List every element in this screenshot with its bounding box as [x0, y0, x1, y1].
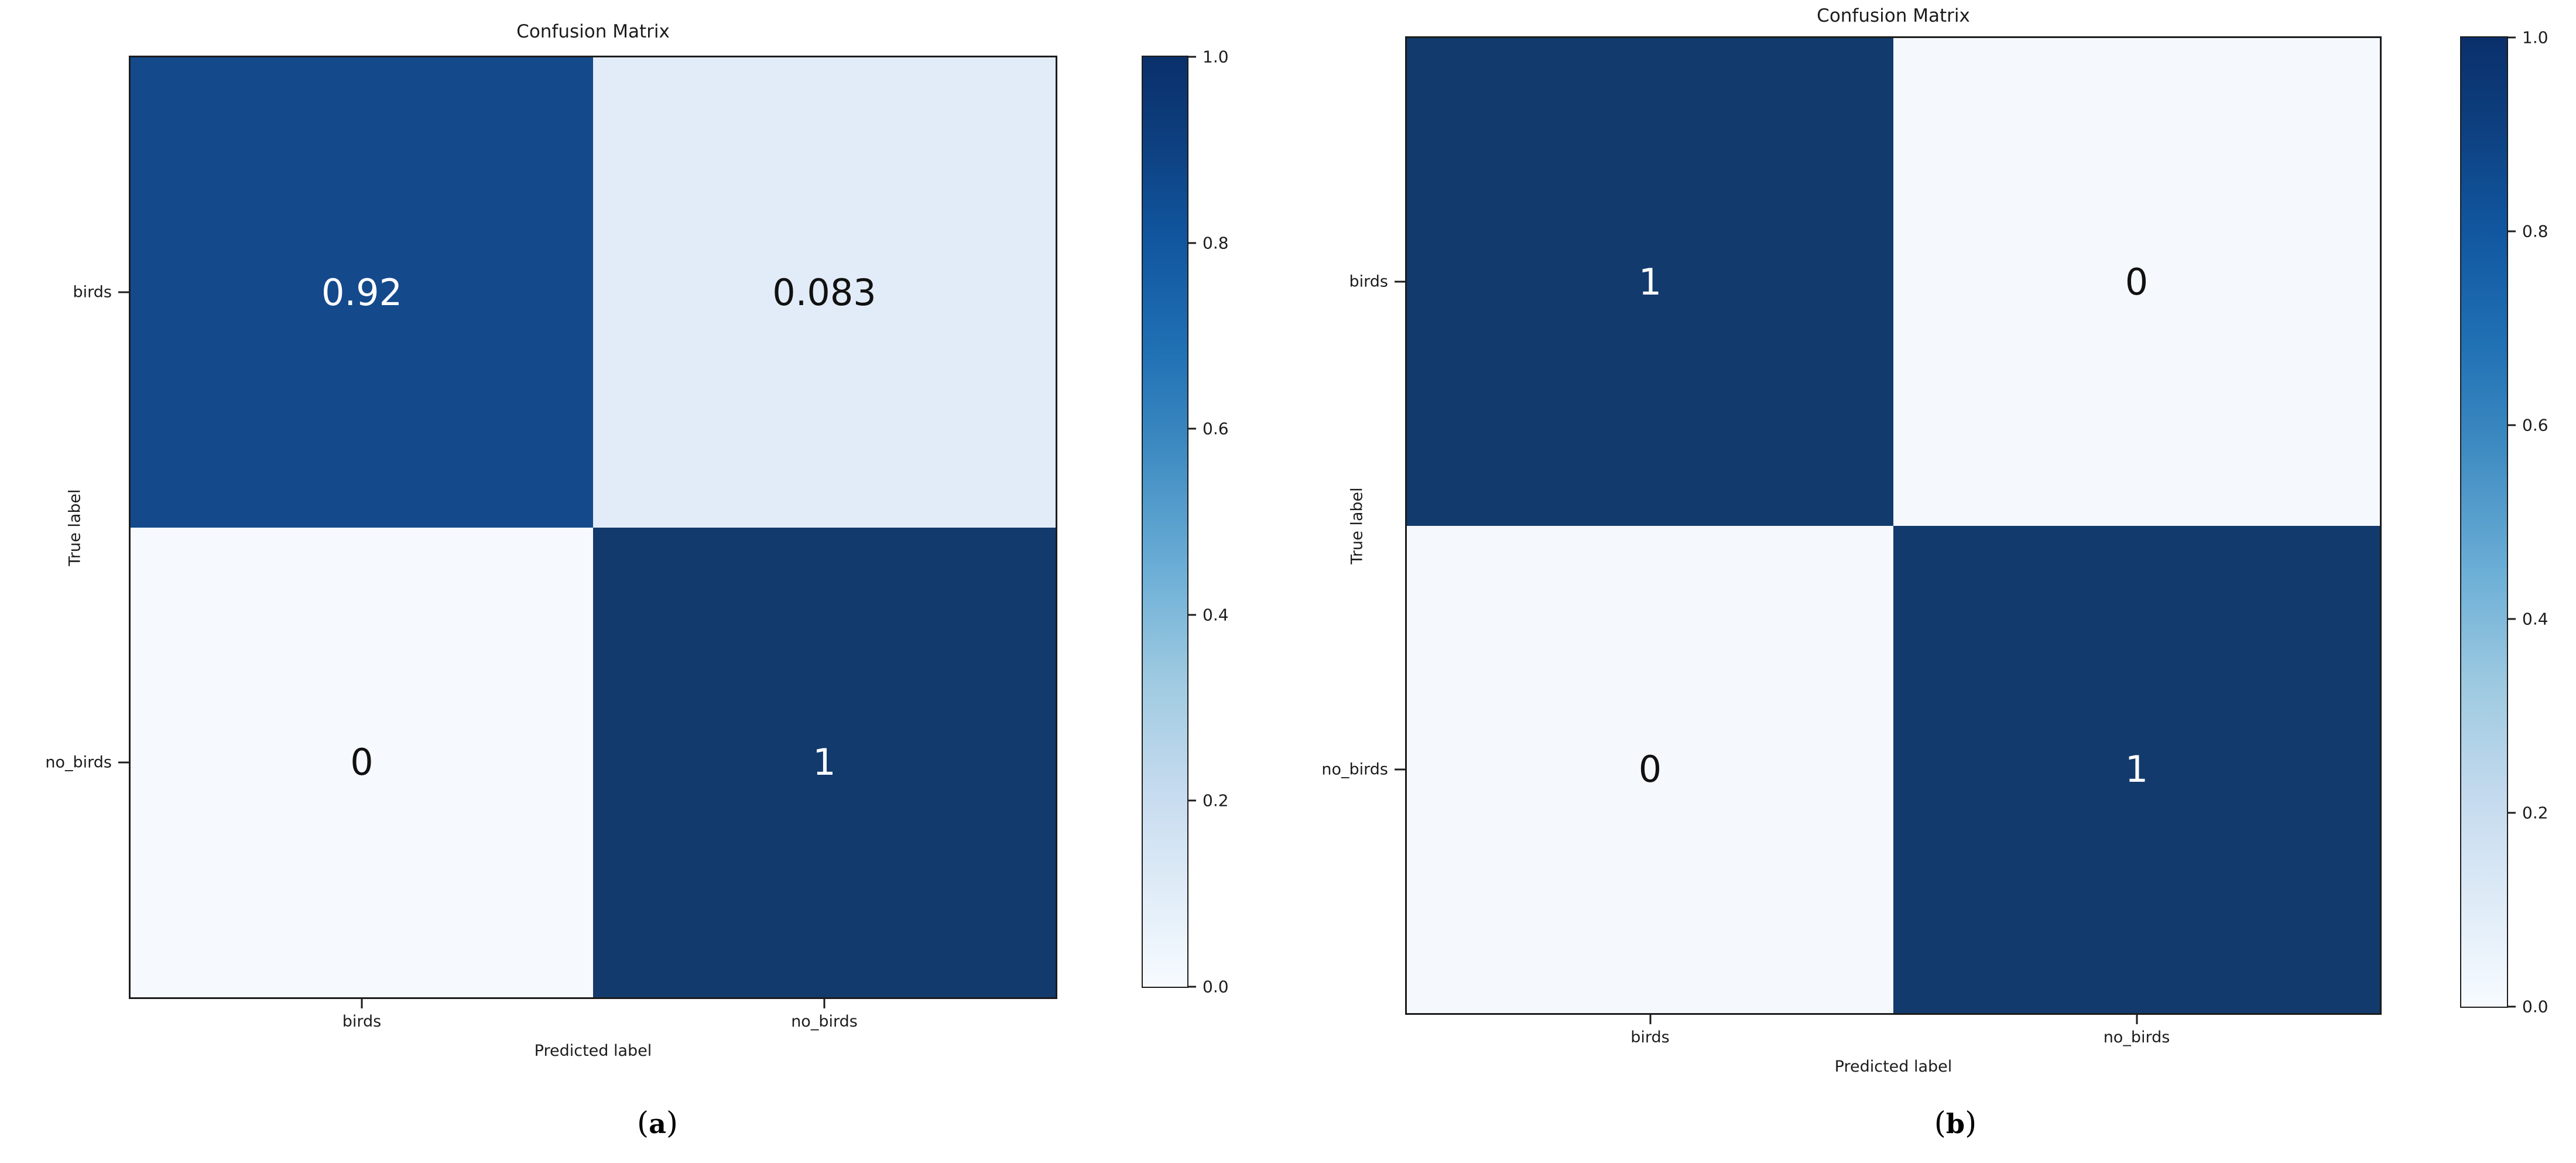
x-tick-label-nobirds: no_birds	[2103, 1028, 2170, 1046]
colorbar-tick-label: 0.0	[2522, 997, 2548, 1017]
colorbar-tick-mark	[2507, 618, 2516, 620]
caption-open: (	[636, 1106, 649, 1141]
confusion-matrix-b: Confusion Matrix 1 0 0 1 birds no_birds …	[1321, 5, 2382, 1076]
x-tick-mark	[1649, 1015, 1651, 1024]
colorbar-tick-mark	[1187, 614, 1196, 616]
y-axis-label: True label	[1348, 487, 1366, 565]
x-tick-mark	[823, 999, 825, 1008]
matrix-cell-a-nobirds-nobirds: 1	[593, 527, 1056, 997]
matrix-cell-a-nobirds-birds: 0	[131, 527, 593, 997]
colorbar-tick-label: 0.4	[2522, 609, 2548, 629]
colorbar-tick-mark	[2507, 812, 2516, 814]
matrix-cell-a-birds-nobirds: 0.083	[593, 57, 1056, 528]
colorbar-tick-label: 0.0	[1203, 977, 1229, 997]
y-tick-mark	[118, 291, 129, 293]
colorbar-tick-label: 0.6	[2522, 415, 2548, 435]
y-axis-label: True label	[66, 488, 84, 566]
colorbar-tick-mark	[2507, 1005, 2516, 1008]
caption-letter: a	[649, 1108, 666, 1140]
x-axis-label: Predicted label	[1834, 1058, 1952, 1076]
x-tick-label-birds: birds	[342, 1013, 382, 1031]
chart-title-a: Confusion Matrix	[516, 21, 670, 42]
colorbar-b: 1.0 0.8 0.6 0.4 0.2 0.0	[2460, 28, 2548, 1017]
colorbar-tick-label: 0.2	[2522, 803, 2548, 823]
confusion-matrix-a: Confusion Matrix 0.92 0.083 0 1 birds no…	[45, 21, 1057, 1060]
x-tick-mark	[361, 999, 363, 1008]
y-tick-label-birds: birds	[73, 283, 112, 302]
colorbar-tick-label: 0.8	[2522, 221, 2548, 241]
colorbar-tick-label: 1.0	[2522, 28, 2548, 47]
matrix-cell-b-nobirds-nobirds: 1	[1893, 525, 2380, 1013]
colorbar-tick-label: 0.4	[1203, 605, 1229, 625]
colorbar-tick-mark	[1187, 427, 1196, 430]
colorbar-tick-mark	[1187, 986, 1196, 988]
colorbar-tick-mark	[1187, 799, 1196, 802]
y-tick-label-birds: birds	[1349, 272, 1388, 291]
colorbar-a: 1.0 0.8 0.6 0.4 0.2 0.0	[1142, 47, 1229, 997]
colorbar-tick-mark	[2507, 424, 2516, 426]
caption-open: (	[1934, 1106, 1946, 1141]
panel-caption-a: (a)	[129, 1106, 1186, 1141]
caption-close: )	[1965, 1106, 1977, 1141]
matrix-cell-b-birds-birds: 1	[1407, 38, 1893, 526]
matrix-cell-b-birds-nobirds: 0	[1893, 38, 2380, 526]
y-tick-mark	[118, 761, 129, 764]
colorbar-tick-mark	[2507, 36, 2516, 39]
matrix-cell-b-nobirds-birds: 0	[1407, 525, 1893, 1013]
x-tick-mark	[2136, 1015, 2137, 1024]
colorbar-tick-label: 0.6	[1203, 419, 1229, 439]
x-tick-label-nobirds: no_birds	[791, 1013, 858, 1031]
y-tick-mark	[1395, 281, 1405, 283]
y-tick-mark	[1395, 768, 1405, 771]
caption-close: )	[666, 1106, 679, 1141]
colorbar-tick-label: 1.0	[1203, 47, 1229, 67]
colorbar-tick-label: 0.2	[1203, 791, 1229, 810]
colorbar-tick-mark	[1187, 56, 1196, 58]
chart-title-b: Confusion Matrix	[1817, 5, 1970, 26]
colorbar-tick-mark	[1187, 242, 1196, 244]
y-tick-label-nobirds: no_birds	[1321, 760, 1388, 779]
colorbar-tick-label: 0.8	[1203, 233, 1229, 253]
x-axis-label: Predicted label	[534, 1042, 652, 1060]
caption-letter: b	[1945, 1108, 1965, 1140]
x-tick-label-birds: birds	[1630, 1028, 1670, 1046]
panel-caption-b: (b)	[1405, 1106, 2506, 1141]
matrix-cell-a-birds-birds: 0.92	[131, 57, 593, 528]
colorbar-tick-mark	[2507, 230, 2516, 232]
y-tick-label-nobirds: no_birds	[45, 753, 112, 772]
